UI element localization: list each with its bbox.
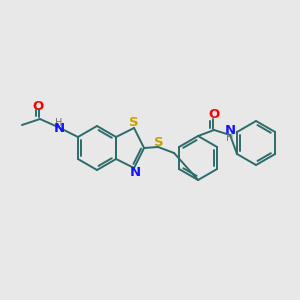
Text: O: O — [208, 109, 220, 122]
Text: S: S — [154, 136, 164, 149]
Text: H: H — [55, 118, 63, 128]
Text: N: N — [224, 124, 236, 137]
Text: H: H — [226, 133, 234, 143]
Text: O: O — [32, 100, 44, 112]
Text: N: N — [130, 167, 141, 179]
Text: S: S — [129, 116, 139, 130]
Text: N: N — [53, 122, 64, 134]
